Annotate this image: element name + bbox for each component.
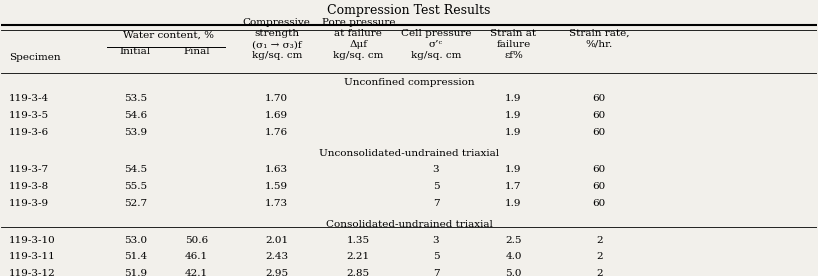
Text: 2.21: 2.21 xyxy=(347,253,370,261)
Text: 53.9: 53.9 xyxy=(124,128,147,137)
Text: 51.9: 51.9 xyxy=(124,269,147,276)
Text: 55.5: 55.5 xyxy=(124,182,147,191)
Text: 2.5: 2.5 xyxy=(506,235,522,245)
Text: 1.9: 1.9 xyxy=(506,199,522,208)
Text: 60: 60 xyxy=(593,199,606,208)
Text: 5: 5 xyxy=(433,253,439,261)
Text: 5.0: 5.0 xyxy=(506,269,522,276)
Text: Initial: Initial xyxy=(120,47,151,56)
Text: Pore pressure
at failure
Δμf
kg/sq. cm: Pore pressure at failure Δμf kg/sq. cm xyxy=(321,18,395,60)
Text: 3: 3 xyxy=(433,235,439,245)
Text: 54.6: 54.6 xyxy=(124,111,147,120)
Text: Specimen: Specimen xyxy=(9,53,61,62)
Text: Compression Test Results: Compression Test Results xyxy=(327,4,491,17)
Text: 2.85: 2.85 xyxy=(347,269,370,276)
Text: Unconsolidated-undrained triaxial: Unconsolidated-undrained triaxial xyxy=(319,149,499,158)
Text: 60: 60 xyxy=(593,94,606,103)
Text: Strain rate,
%/hr.: Strain rate, %/hr. xyxy=(569,28,630,49)
Text: 119-3-7: 119-3-7 xyxy=(9,165,49,174)
Text: 1.35: 1.35 xyxy=(347,235,370,245)
Text: 119-3-9: 119-3-9 xyxy=(9,199,49,208)
Text: 119-3-5: 119-3-5 xyxy=(9,111,49,120)
Text: Unconfined compression: Unconfined compression xyxy=(344,78,474,87)
Text: Consolidated-undrained triaxial: Consolidated-undrained triaxial xyxy=(326,220,492,229)
Text: 1.59: 1.59 xyxy=(265,182,288,191)
Text: 3: 3 xyxy=(433,165,439,174)
Text: 119-3-8: 119-3-8 xyxy=(9,182,49,191)
Text: 50.6: 50.6 xyxy=(185,235,209,245)
Text: 2.43: 2.43 xyxy=(265,253,288,261)
Text: 119-3-6: 119-3-6 xyxy=(9,128,49,137)
Text: Water content, %: Water content, % xyxy=(123,31,213,40)
Text: 2.95: 2.95 xyxy=(265,269,288,276)
Text: 119-3-11: 119-3-11 xyxy=(9,253,56,261)
Text: 5: 5 xyxy=(433,182,439,191)
Text: 53.0: 53.0 xyxy=(124,235,147,245)
Text: 1.63: 1.63 xyxy=(265,165,288,174)
Text: 46.1: 46.1 xyxy=(185,253,209,261)
Text: 60: 60 xyxy=(593,111,606,120)
Text: 1.76: 1.76 xyxy=(265,128,288,137)
Text: 1.9: 1.9 xyxy=(506,165,522,174)
Text: Strain at
failure
εf%: Strain at failure εf% xyxy=(491,28,537,60)
Text: 53.5: 53.5 xyxy=(124,94,147,103)
Text: 52.7: 52.7 xyxy=(124,199,147,208)
Text: 119-3-12: 119-3-12 xyxy=(9,269,56,276)
Text: Cell pressure
σ’ᶜ
kg/sq. cm: Cell pressure σ’ᶜ kg/sq. cm xyxy=(401,28,471,60)
Text: 1.73: 1.73 xyxy=(265,199,288,208)
Text: 1.7: 1.7 xyxy=(506,182,522,191)
Text: 2.01: 2.01 xyxy=(265,235,288,245)
Text: 1.70: 1.70 xyxy=(265,94,288,103)
Text: 7: 7 xyxy=(433,269,439,276)
Text: 2: 2 xyxy=(596,253,603,261)
Text: 60: 60 xyxy=(593,182,606,191)
Text: 54.5: 54.5 xyxy=(124,165,147,174)
Text: 119-3-10: 119-3-10 xyxy=(9,235,56,245)
Text: Compressive
strength
(σ₁ → σ₃)f
kg/sq. cm: Compressive strength (σ₁ → σ₃)f kg/sq. c… xyxy=(243,18,311,60)
Text: 1.9: 1.9 xyxy=(506,128,522,137)
Text: 1.9: 1.9 xyxy=(506,94,522,103)
Text: 7: 7 xyxy=(433,199,439,208)
Text: 4.0: 4.0 xyxy=(506,253,522,261)
Text: 1.69: 1.69 xyxy=(265,111,288,120)
Text: 51.4: 51.4 xyxy=(124,253,147,261)
Text: 1.9: 1.9 xyxy=(506,111,522,120)
Text: 2: 2 xyxy=(596,235,603,245)
Text: 60: 60 xyxy=(593,165,606,174)
Text: 2: 2 xyxy=(596,269,603,276)
Text: 119-3-4: 119-3-4 xyxy=(9,94,49,103)
Text: 60: 60 xyxy=(593,128,606,137)
Text: Final: Final xyxy=(183,47,210,56)
Text: 42.1: 42.1 xyxy=(185,269,209,276)
